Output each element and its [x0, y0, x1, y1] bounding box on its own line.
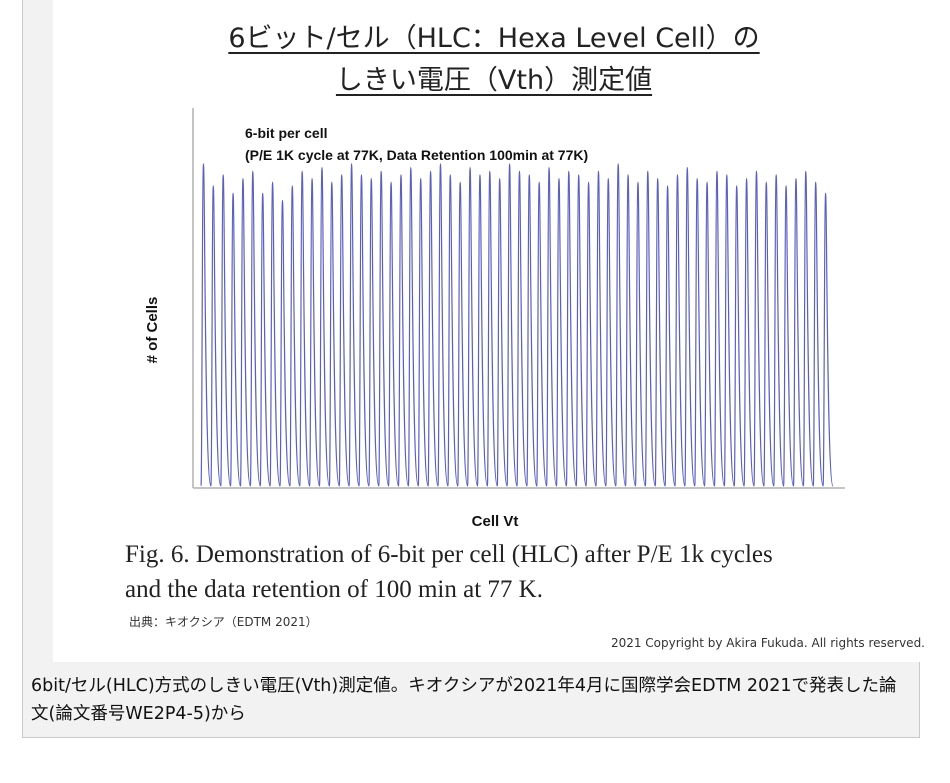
figure-frame: 6ビット/セル（HLC：Hexa Level Cell）の しきい電圧（Vth）…	[22, 0, 935, 738]
x-axis-label: Cell Vt	[472, 513, 519, 530]
vt-distribution-chart: 6-bit per cell (P/E 1K cycle at 77K, Dat…	[144, 108, 845, 530]
figure-caption-line2: and the data retention of 100 min at 77 …	[125, 576, 543, 603]
figure-image: 6ビット/セル（HLC：Hexa Level Cell）の しきい電圧（Vth）…	[53, 0, 935, 662]
figure-title-line1: 6ビット/セル（HLC：Hexa Level Cell）の	[228, 23, 760, 54]
article-image-caption: 6bit/セル(HLC)方式のしきい電圧(Vth)測定値。キオクシアが2021年…	[31, 676, 897, 724]
chart-title: 6-bit per cell	[245, 125, 327, 141]
copyright-notice: 2021 Copyright by Akira Fukuda. All righ…	[610, 636, 925, 650]
series-line	[200, 163, 834, 487]
y-axis-label: # of Cells	[144, 297, 161, 364]
figure-caption-line1: Fig. 6. Demonstration of 6-bit per cell …	[125, 541, 773, 568]
series-layer	[200, 163, 834, 487]
figure-title-line2: しきい電圧（Vth）測定値	[335, 65, 653, 96]
chart-subtitle: (P/E 1K cycle at 77K, Data Retention 100…	[245, 147, 588, 163]
source-credit: 出典：キオクシア（EDTM 2021）	[129, 615, 318, 629]
